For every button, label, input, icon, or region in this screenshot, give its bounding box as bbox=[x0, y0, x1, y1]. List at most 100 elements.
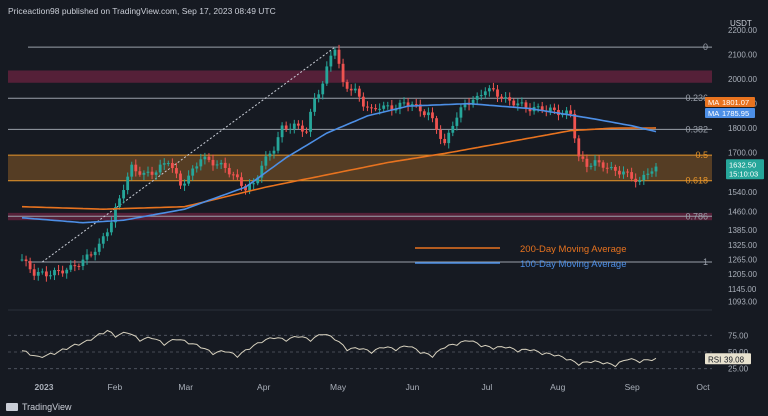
candle-body bbox=[569, 110, 573, 114]
x-tick-label: Aug bbox=[550, 382, 565, 392]
x-tick-label: 2023 bbox=[35, 382, 54, 392]
candle bbox=[150, 166, 154, 180]
rsi-level-label: 50.00 bbox=[728, 348, 749, 357]
candle bbox=[317, 89, 321, 103]
candle bbox=[309, 108, 312, 137]
candle-body bbox=[321, 83, 325, 95]
candle bbox=[105, 228, 109, 242]
y-tick-label: 1145.00 bbox=[728, 285, 757, 294]
candle bbox=[191, 165, 195, 181]
candle bbox=[219, 159, 223, 170]
candle-body bbox=[162, 163, 166, 165]
candle-body bbox=[170, 163, 174, 169]
candle bbox=[244, 183, 247, 195]
candle bbox=[500, 94, 503, 103]
candle-body bbox=[642, 174, 646, 181]
candle bbox=[483, 87, 487, 99]
candle-body bbox=[175, 168, 178, 174]
candle bbox=[203, 152, 207, 165]
candle bbox=[93, 247, 97, 261]
candle-body bbox=[386, 105, 390, 107]
candle bbox=[77, 263, 81, 271]
x-tick-label: Apr bbox=[257, 382, 270, 392]
candle-body bbox=[353, 88, 357, 91]
candle-body bbox=[28, 261, 32, 270]
x-tick-label: Jun bbox=[406, 382, 420, 392]
candle bbox=[418, 99, 422, 117]
candle-body bbox=[207, 156, 211, 160]
candle-body bbox=[77, 265, 81, 267]
candle bbox=[301, 120, 304, 137]
candle-body bbox=[422, 111, 426, 116]
candle-body bbox=[24, 259, 28, 262]
legend-label: 100-Day Moving Average bbox=[520, 259, 627, 270]
candle-body bbox=[317, 94, 321, 99]
candle bbox=[349, 84, 353, 96]
candle bbox=[439, 125, 443, 145]
candle bbox=[170, 158, 174, 173]
candle bbox=[138, 166, 142, 177]
candle-body bbox=[199, 159, 203, 167]
candle bbox=[406, 97, 410, 112]
candle bbox=[49, 270, 52, 280]
candle-body bbox=[634, 178, 638, 183]
y-tick-label: 2100.00 bbox=[728, 51, 757, 60]
candle bbox=[471, 96, 475, 108]
y-tick-label: 1325.00 bbox=[728, 241, 757, 250]
candle bbox=[532, 101, 536, 115]
candle bbox=[353, 83, 357, 94]
candle-body bbox=[89, 254, 93, 256]
candle-body bbox=[492, 88, 495, 90]
candle bbox=[390, 99, 394, 116]
candle-body bbox=[280, 125, 284, 138]
candle-body bbox=[288, 128, 292, 130]
candle bbox=[516, 98, 520, 111]
candle bbox=[618, 166, 621, 179]
candle bbox=[451, 121, 455, 137]
candle-body bbox=[325, 66, 329, 84]
candle-body bbox=[349, 88, 353, 91]
candle bbox=[81, 255, 85, 271]
ma-tag: MA bbox=[708, 98, 719, 107]
candle bbox=[345, 79, 349, 92]
candle-body bbox=[463, 103, 467, 108]
candle bbox=[508, 92, 512, 106]
last-price-value: 1632.50 bbox=[729, 160, 756, 169]
candle bbox=[118, 195, 121, 210]
candle-body bbox=[203, 156, 207, 160]
x-tick-label: Oct bbox=[696, 382, 710, 392]
candle-body bbox=[138, 171, 142, 175]
candle bbox=[422, 109, 426, 118]
candle-body bbox=[585, 158, 589, 167]
candle-body bbox=[552, 107, 556, 110]
candle-body bbox=[195, 166, 199, 169]
candle-body bbox=[414, 104, 418, 106]
candle-body bbox=[118, 198, 121, 208]
ma100-line bbox=[21, 102, 657, 224]
candle bbox=[276, 131, 280, 154]
candle bbox=[581, 151, 585, 162]
candle bbox=[427, 107, 430, 121]
candle bbox=[89, 251, 93, 258]
candle-body bbox=[227, 167, 231, 175]
y-tick-label: 1540.00 bbox=[728, 188, 757, 197]
candle-body bbox=[638, 180, 642, 183]
candle bbox=[341, 58, 345, 87]
candle-body bbox=[524, 102, 528, 108]
candle-body bbox=[443, 138, 447, 144]
candle bbox=[496, 84, 499, 102]
candle-body bbox=[211, 159, 215, 166]
candle-body bbox=[601, 162, 605, 168]
candle bbox=[613, 164, 617, 177]
candle-body bbox=[398, 102, 402, 109]
candle bbox=[268, 150, 272, 161]
candle-body bbox=[345, 81, 349, 89]
candle-body bbox=[20, 259, 24, 261]
fib-label: 0.5 bbox=[695, 150, 708, 160]
candle bbox=[374, 104, 377, 112]
candle-body bbox=[81, 259, 85, 267]
candle bbox=[382, 101, 386, 113]
candle-body bbox=[341, 63, 345, 82]
candle-body bbox=[378, 108, 382, 110]
